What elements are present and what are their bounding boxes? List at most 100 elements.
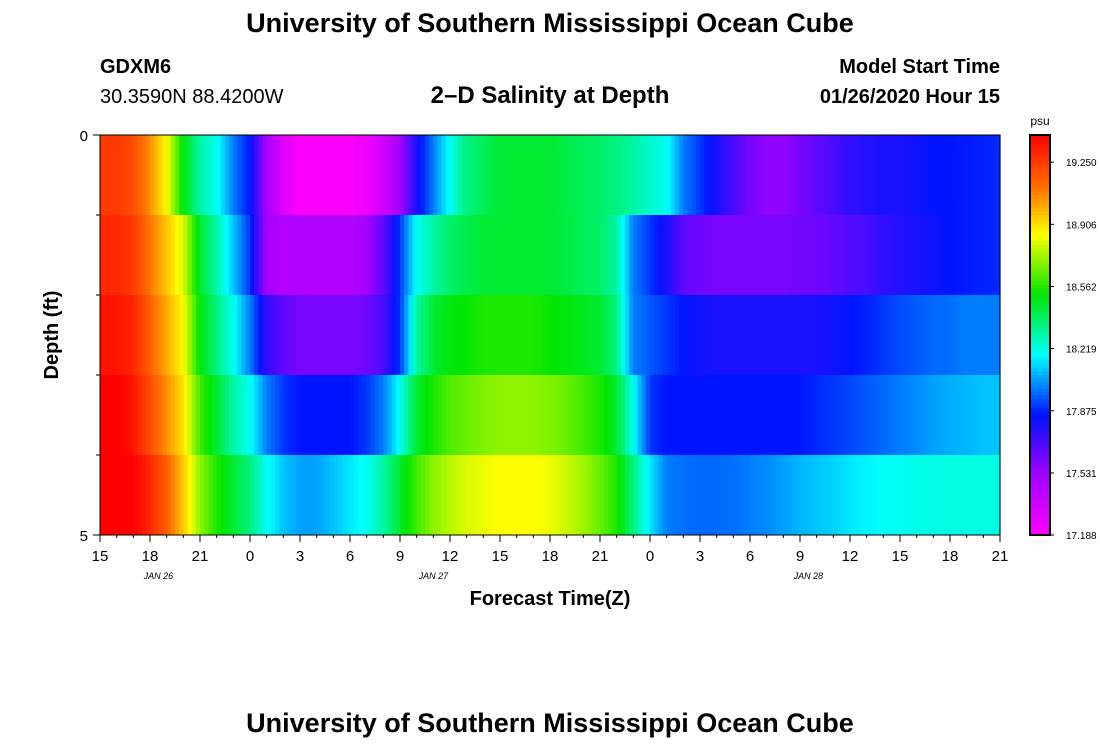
colorbar-segment: [1030, 178, 1050, 183]
heatmap-cell: [879, 295, 884, 376]
x-tick-label: 21: [192, 548, 209, 565]
heatmap-cell: [491, 215, 497, 296]
colorbar-segment: [1030, 168, 1050, 173]
heatmap-cell: [616, 215, 622, 296]
heatmap-cell: [404, 215, 409, 296]
heatmap-cell: [629, 135, 634, 216]
heatmap-cell: [162, 455, 168, 536]
heatmap-cell: [858, 135, 864, 216]
heatmap-cell: [637, 295, 643, 376]
heatmap-cell: [491, 375, 497, 456]
x-tick-label: 18: [942, 548, 959, 565]
heatmap-cell: [154, 135, 159, 216]
heatmap-cell: [333, 215, 339, 296]
heatmap-cell: [466, 135, 472, 216]
heatmap-cell: [258, 215, 264, 296]
heatmap-cell: [791, 215, 797, 296]
heatmap-cell: [129, 135, 134, 216]
heatmap-cell: [654, 215, 659, 296]
heatmap-cell: [900, 455, 905, 536]
heatmap-cell: [395, 455, 401, 536]
heatmap-cell: [283, 455, 289, 536]
heatmap-cell: [533, 295, 539, 376]
colorbar-segment: [1030, 378, 1050, 383]
heatmap-cell: [612, 295, 618, 376]
heatmap-cell: [262, 455, 268, 536]
heatmap-cell: [958, 375, 964, 456]
heatmap-cell: [987, 215, 993, 296]
colorbar-segment: [1030, 238, 1050, 243]
heatmap-cell: [866, 455, 872, 536]
heatmap-cell: [258, 135, 264, 216]
heatmap-cell: [670, 215, 676, 296]
heatmap-cell: [375, 455, 380, 536]
colorbar-segment: [1030, 501, 1050, 506]
colorbar-segment: [1030, 251, 1050, 256]
heatmap-cell: [141, 135, 147, 216]
heatmap-cell: [429, 215, 434, 296]
heatmap-cell: [258, 455, 264, 536]
heatmap-cell: [841, 215, 847, 296]
colorbar-segment: [1030, 428, 1050, 433]
heatmap-cell: [295, 455, 301, 536]
colorbar-legend: psu 19.250 18.906 18.562 18.219 17.875 17.531 1…: [1029, 114, 1097, 542]
heatmap-cell: [470, 295, 476, 376]
heatmap-cell: [783, 135, 789, 216]
heatmap-cell: [945, 135, 951, 216]
heatmap-cell: [662, 455, 668, 536]
colorbar-segment: [1030, 311, 1050, 316]
heatmap-cell: [200, 375, 205, 456]
heatmap-cell: [841, 295, 847, 376]
heatmap-cell: [816, 375, 822, 456]
heatmap-cell: [787, 375, 793, 456]
heatmap-cell: [695, 375, 701, 456]
heatmap-cell: [625, 455, 630, 536]
heatmap-cell: [695, 295, 701, 376]
colorbar-frame: [1029, 134, 1051, 536]
heatmap-cell: [854, 215, 859, 296]
heatmap-cell: [120, 375, 126, 456]
heatmap-cell: [416, 375, 422, 456]
heatmap-cell: [945, 295, 951, 376]
heatmap-cell: [887, 375, 893, 456]
heatmap-cell: [325, 295, 330, 376]
heatmap-cell: [620, 455, 626, 536]
heatmap-cell: [304, 375, 309, 456]
heatmap-cell: [879, 455, 884, 536]
colorbar-segment: [1030, 358, 1050, 363]
model-start-value: 01/26/2020 Hour 15: [819, 86, 1000, 108]
heatmap-cell: [995, 135, 1001, 216]
heatmap-cell: [933, 455, 939, 536]
heatmap-cell: [891, 455, 897, 536]
heatmap-cell: [337, 455, 343, 536]
heatmap-cell: [112, 455, 118, 536]
heatmap-cell: [487, 375, 493, 456]
colorbar-segment: [1030, 195, 1050, 199]
heatmap-cell: [387, 455, 393, 536]
colorbar-segment: [1030, 225, 1050, 229]
heatmap-cell: [804, 135, 809, 216]
colorbar-segment: [1030, 481, 1050, 486]
heatmap-cell: [604, 135, 609, 216]
colorbar-segment: [1030, 248, 1050, 253]
heatmap-cell: [116, 295, 122, 376]
heatmap-cell: [583, 375, 589, 456]
heatmap-cell: [445, 455, 451, 536]
heatmap-cell: [854, 135, 859, 216]
heatmap-cell: [375, 135, 380, 216]
heatmap-cell: [879, 215, 884, 296]
colorbar-segment: [1030, 261, 1050, 266]
heatmap-cell: [850, 375, 855, 456]
heatmap-cell: [920, 215, 926, 296]
heatmap-cell: [145, 295, 151, 376]
heatmap-cell: [537, 135, 543, 216]
heatmap-cell: [425, 215, 430, 296]
heatmap-cell: [187, 375, 193, 456]
heatmap-cell: [450, 135, 455, 216]
heatmap-cell: [429, 295, 434, 376]
heatmap-cell: [308, 295, 314, 376]
heatmap-cell: [362, 455, 368, 536]
heatmap-cell: [120, 215, 126, 296]
heatmap-cell: [391, 455, 397, 536]
heatmap-cell: [212, 375, 218, 456]
